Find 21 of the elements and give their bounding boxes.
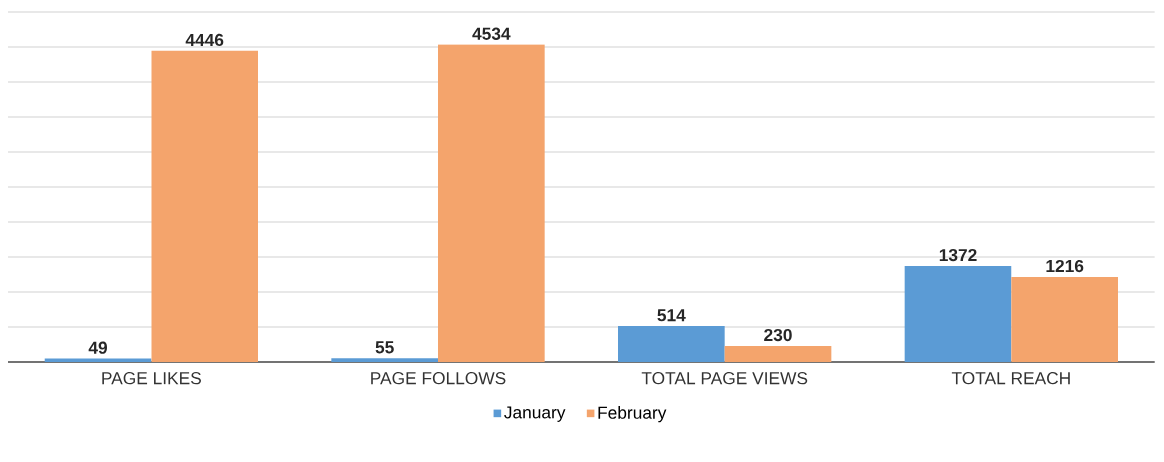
data-label: 1216 — [1046, 259, 1084, 273]
x-tick-label: PAGE LIKES — [102, 372, 201, 385]
data-label: 4446 — [185, 33, 224, 47]
x-tick-label: PAGE FOLLOWS — [371, 372, 506, 385]
data-label: 514 — [657, 309, 686, 322]
data-label: 49 — [88, 341, 107, 354]
bar — [724, 345, 832, 362]
bar — [438, 44, 545, 362]
bar — [1011, 276, 1118, 362]
data-label: 230 — [764, 328, 792, 342]
bar — [618, 326, 725, 362]
data-label: 4534 — [472, 27, 511, 40]
x-tick-label: TOTAL PAGE VIEWS — [641, 372, 808, 385]
legend-label: January — [504, 406, 566, 422]
bar — [331, 358, 438, 362]
data-label: 55 — [375, 341, 394, 354]
bar — [904, 265, 1012, 362]
data-label: 1372 — [939, 248, 977, 262]
x-tick-label: TOTAL REACH — [951, 372, 1070, 385]
bar — [151, 50, 258, 362]
legend-label: February — [598, 406, 667, 423]
